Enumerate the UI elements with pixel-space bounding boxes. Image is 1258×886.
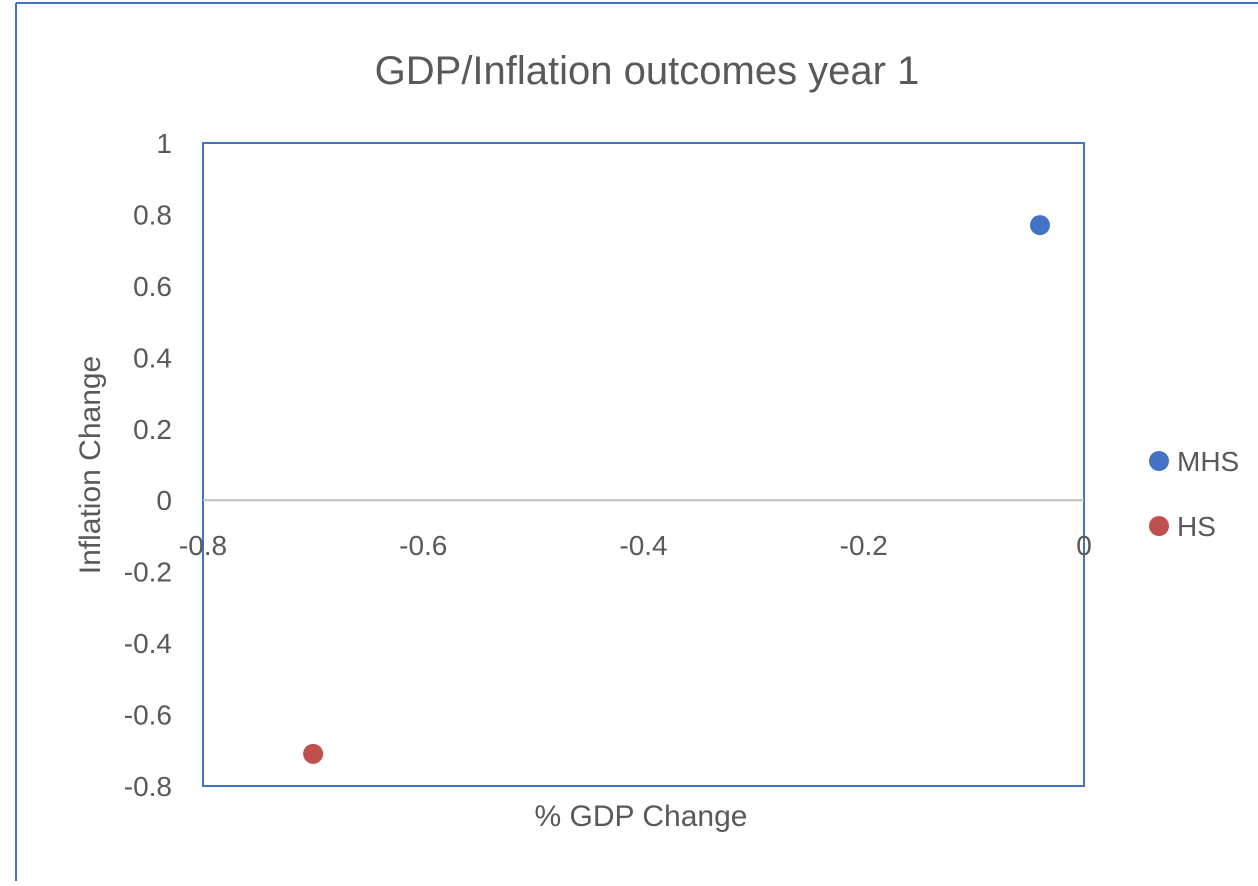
- x-tick-label: -0.8: [179, 530, 227, 561]
- x-tick-label: -0.2: [840, 530, 888, 561]
- plot-area: [202, 142, 1085, 787]
- y-tick-label: 1: [156, 128, 172, 159]
- y-tick-label: -0.6: [124, 700, 172, 731]
- data-points: [303, 215, 1050, 764]
- x-axis-tick-labels: -0.8 -0.6 -0.4 -0.2 0: [179, 530, 1092, 561]
- y-tick-label: -0.2: [124, 557, 172, 588]
- legend-marker-hs: [1149, 516, 1169, 536]
- y-tick-label: 0.8: [133, 199, 172, 230]
- legend-label-mhs: MHS: [1177, 446, 1239, 477]
- x-tick-label: -0.4: [619, 530, 667, 561]
- y-tick-label: 0: [156, 485, 172, 516]
- data-point-hs: [303, 743, 324, 764]
- y-tick-label: -0.4: [124, 628, 172, 659]
- y-tick-label: 0.2: [133, 414, 172, 445]
- legend-marker-mhs: [1149, 451, 1169, 471]
- legend: MHS HS: [1149, 446, 1239, 542]
- x-tick-label: 0: [1076, 530, 1092, 561]
- y-axis-label: Inflation Change: [74, 356, 107, 575]
- x-tick-label: -0.6: [399, 530, 447, 561]
- y-tick-label: -0.8: [124, 771, 172, 802]
- chart-title: GDP/Inflation outcomes year 1: [375, 49, 920, 93]
- legend-label-hs: HS: [1177, 511, 1216, 542]
- data-point-mhs: [1029, 215, 1050, 236]
- y-axis-tick-labels: 1 0.8 0.6 0.4 0.2 0 -0.2 -0.4 -0.6 -0.8: [124, 128, 172, 802]
- y-tick-label: 0.4: [133, 342, 172, 373]
- x-axis-label: % GDP Change: [535, 800, 748, 833]
- y-tick-label: 0.6: [133, 271, 172, 302]
